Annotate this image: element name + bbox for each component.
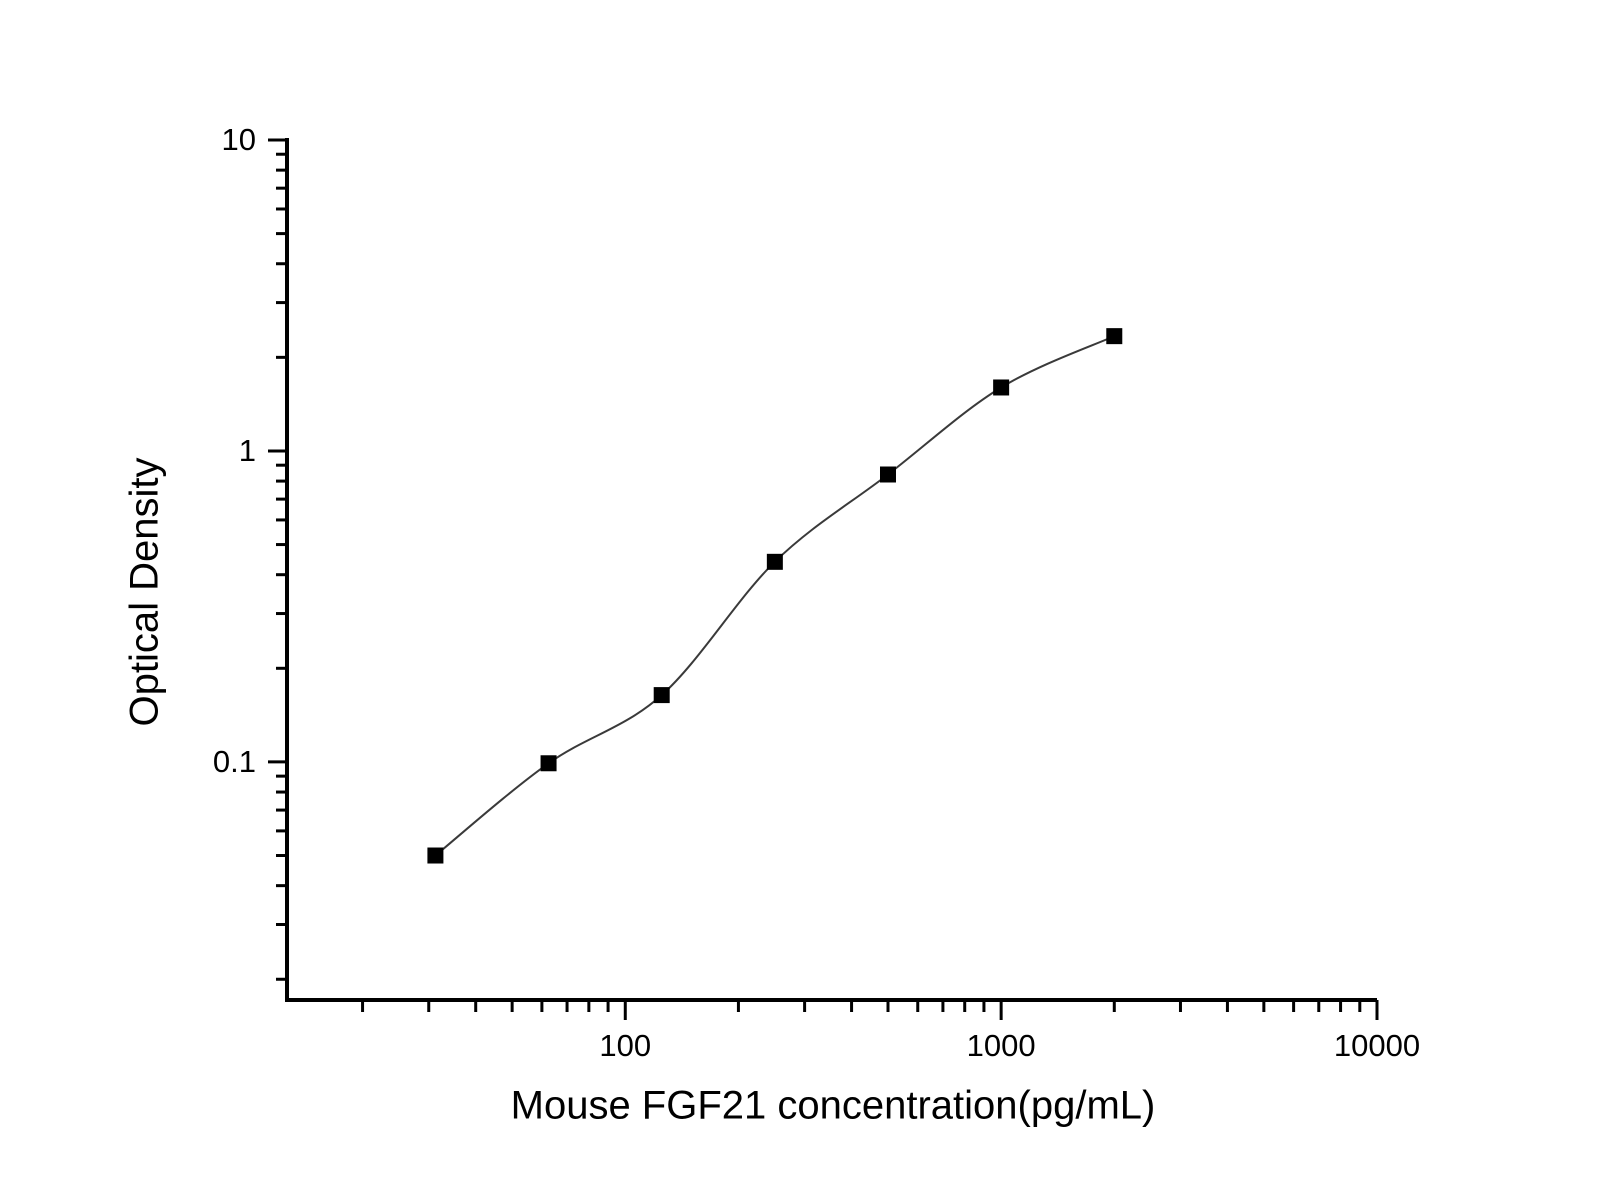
- data-point-marker: [1106, 328, 1123, 345]
- data-point-marker: [653, 687, 670, 704]
- data-point-marker: [540, 755, 557, 772]
- data-point-marker: [993, 379, 1010, 396]
- x-tick-label: 100: [599, 1028, 651, 1063]
- data-point-marker: [427, 847, 444, 864]
- y-tick-label: 10: [222, 122, 256, 157]
- x-axis-title: Mouse FGF21 concentration(pg/mL): [510, 1083, 1156, 1128]
- data-point-marker: [879, 466, 896, 483]
- x-tick-label: 1000: [967, 1028, 1036, 1063]
- y-tick-label: 0.1: [213, 744, 256, 779]
- x-tick-label: 10000: [1334, 1028, 1420, 1063]
- data-point-marker: [766, 553, 783, 570]
- y-tick-label: 1: [239, 433, 256, 468]
- y-axis-title: Optical Density: [122, 457, 167, 727]
- fit-curve: [434, 335, 1115, 857]
